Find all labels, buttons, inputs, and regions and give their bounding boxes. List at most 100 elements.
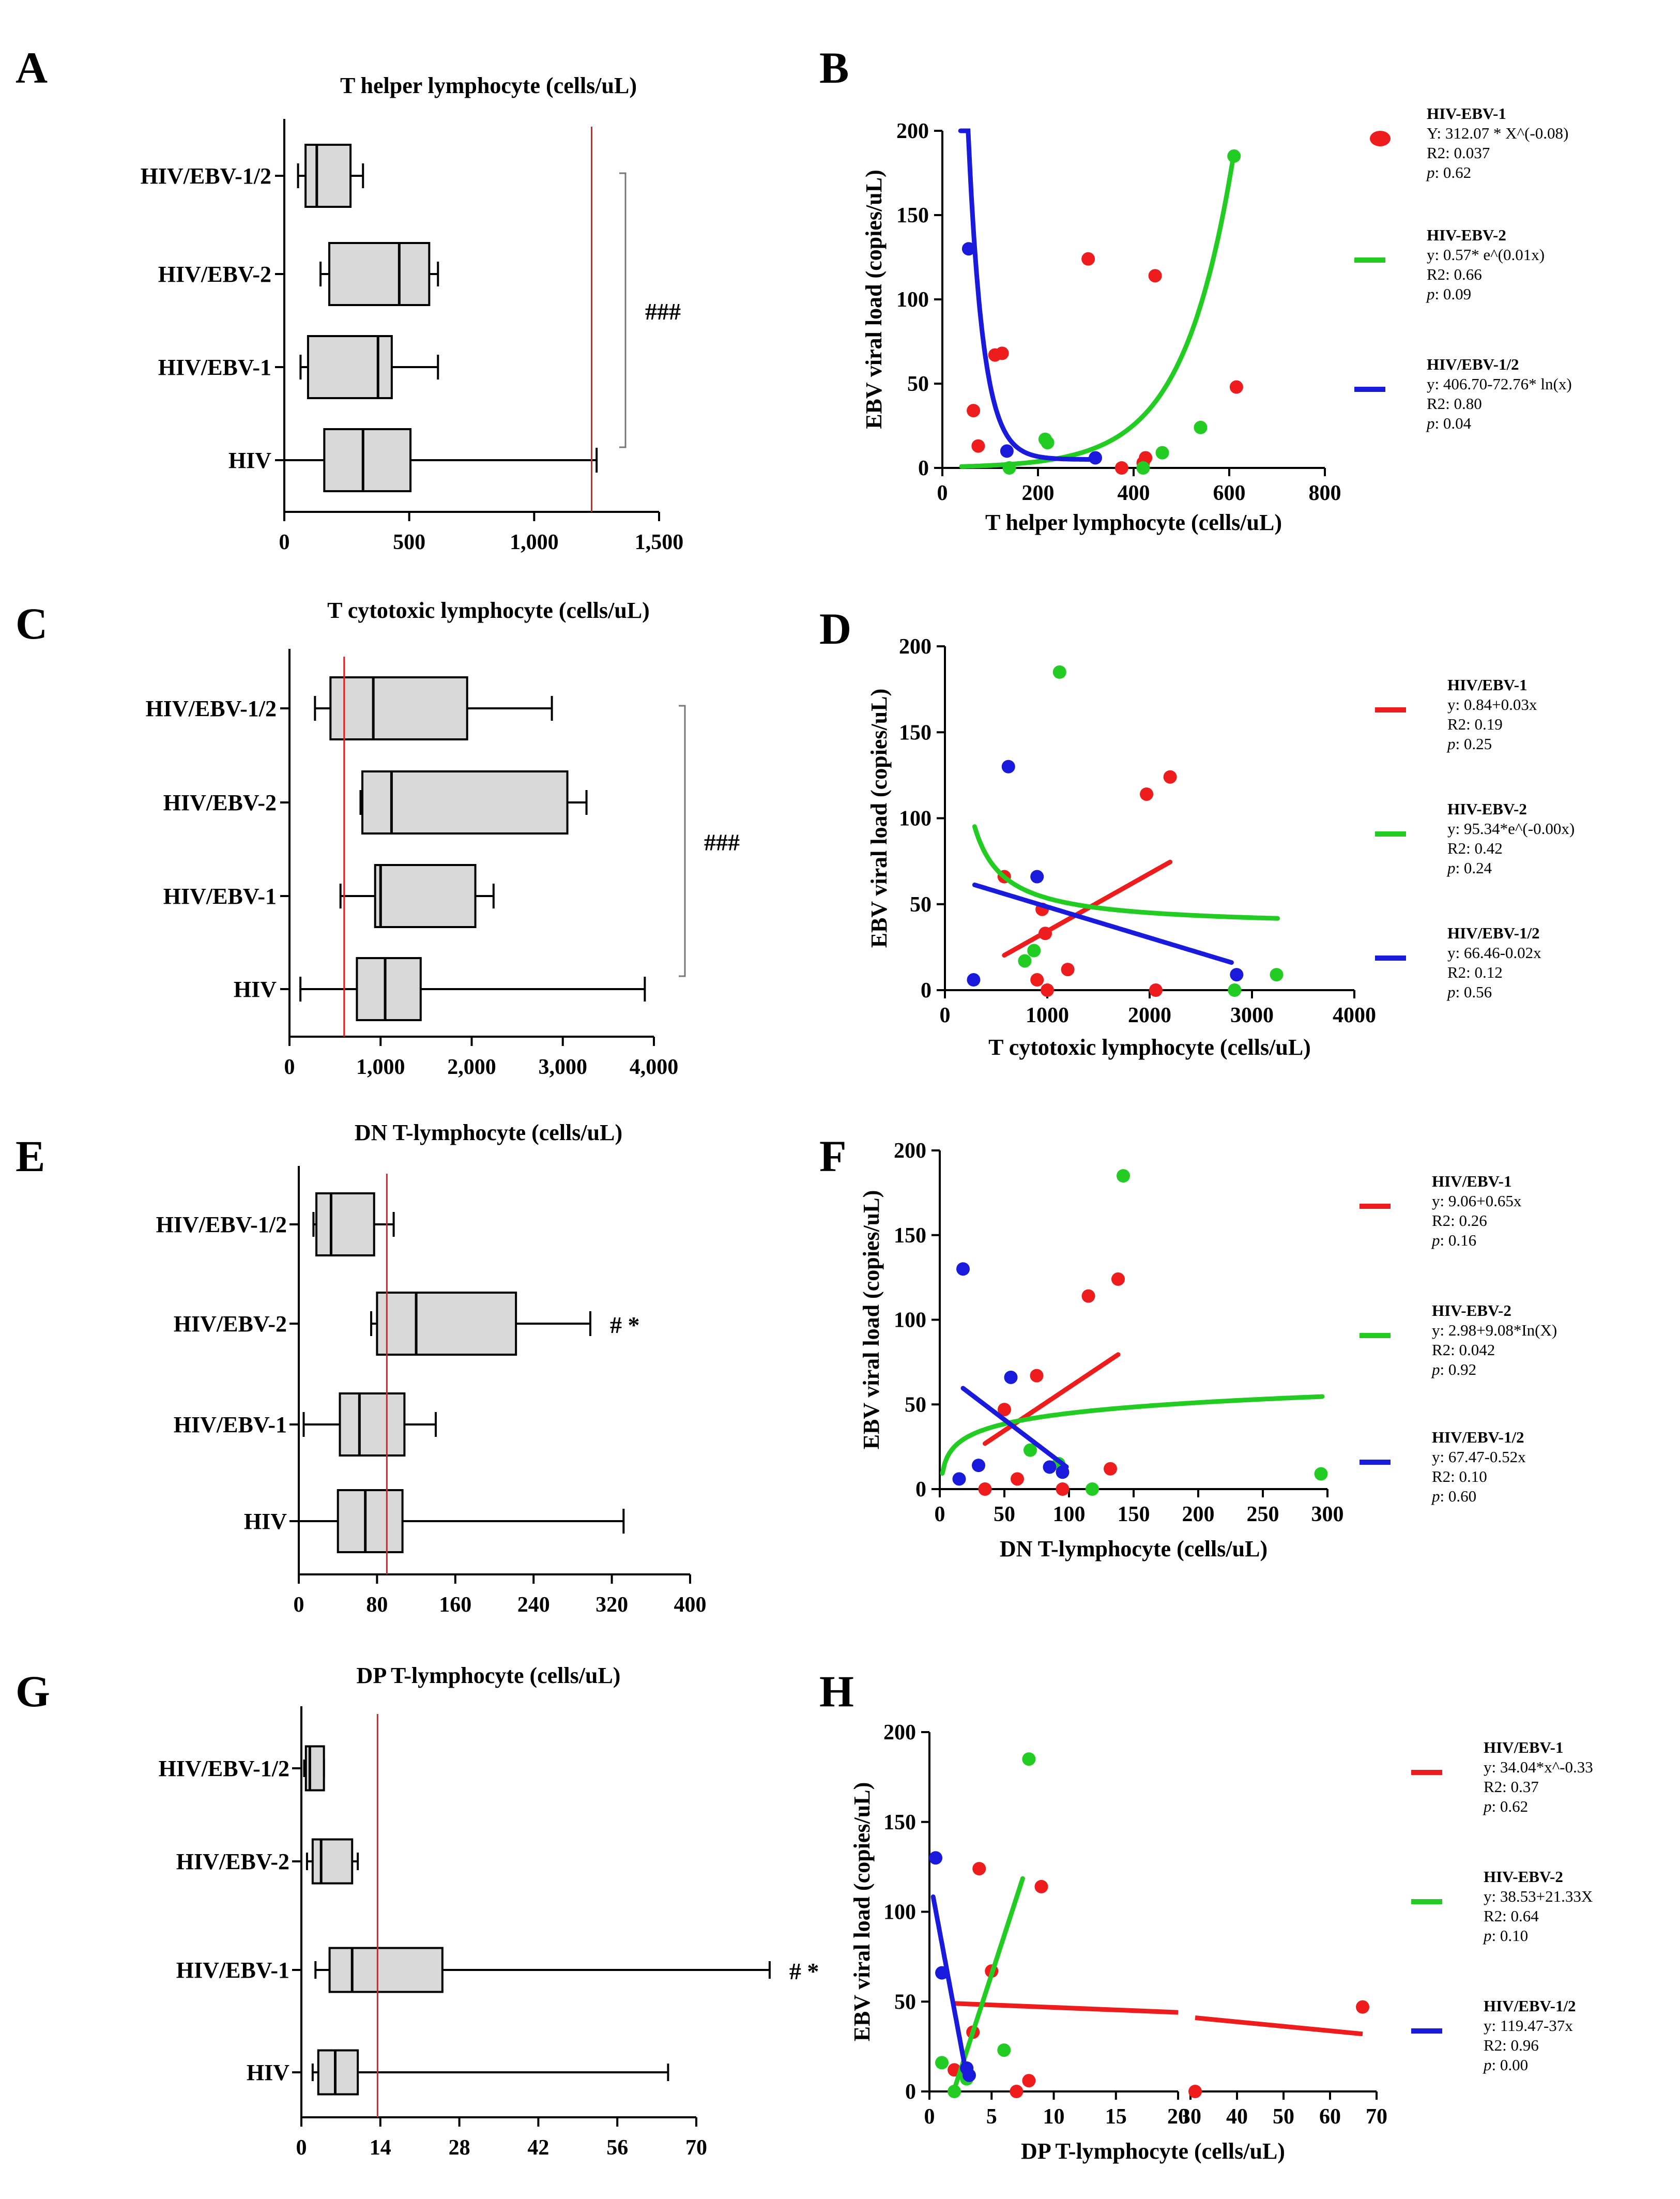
x-tick-label: 1,000 — [356, 1055, 405, 1079]
data-point — [1052, 665, 1066, 679]
data-point — [1030, 870, 1044, 884]
x-tick-label: 150 — [1118, 1503, 1150, 1526]
data-point — [935, 2056, 949, 2070]
y-axis-title: EBV viral load (copies/uL) — [861, 170, 887, 429]
legend-line: y: 9.06+0.65x — [1432, 1192, 1522, 1210]
x-tick-label: 240 — [517, 1593, 550, 1617]
data-point — [1104, 1462, 1117, 1476]
legend-line: y: 34.04*x^-0.33 — [1484, 1758, 1593, 1776]
legend-p-value: p: 0.62 — [1483, 1797, 1528, 1815]
boxplot-panel-A: A T helper lymphocyte (cells/uL) 0 500 1,000… — [16, 43, 683, 554]
y-tick-label: 150 — [896, 204, 929, 228]
legend-p-value: p: 0.92 — [1431, 1360, 1476, 1378]
data-point — [1056, 1465, 1070, 1479]
y-tick-label: 50 — [907, 372, 929, 396]
data-point — [1011, 1472, 1024, 1486]
data-point — [1038, 927, 1052, 941]
panel-title: T cytotoxic lymphocyte (cells/uL) — [327, 598, 650, 623]
y-tick-label: 50 — [910, 893, 931, 917]
iqr-box — [323, 428, 412, 492]
legend-line: y: 0.57* e^(0.01x) — [1427, 246, 1545, 264]
x-tick-label: 40 — [1226, 2105, 1248, 2129]
iqr-box — [317, 2049, 359, 2096]
legend-title: HIV-EBV-2 — [1484, 1868, 1563, 1886]
data-point — [1030, 973, 1044, 987]
x-tick-label: 250 — [1247, 1503, 1279, 1526]
data-point — [1081, 252, 1095, 266]
x-tick-label: 200 — [1022, 481, 1055, 505]
panel-letter: E — [16, 1131, 45, 1181]
iqr-box — [356, 957, 422, 1021]
legend-line: Y: 312.07 * X^(-0.08) — [1427, 124, 1568, 142]
legend-title: HIV-EBV-2 — [1427, 226, 1506, 244]
significance-bracket — [679, 705, 686, 977]
legend-title: HIV-EBV-1 — [1427, 104, 1506, 123]
data-point — [1148, 269, 1162, 283]
data-point — [972, 1459, 985, 1473]
x-tick-label: 2000 — [1128, 1004, 1171, 1027]
category-label: HIV/EBV-1 — [163, 884, 277, 909]
significance-bracket — [619, 172, 627, 448]
x-tick-label: 4,000 — [630, 1055, 679, 1079]
panel-title: T helper lymphocyte (cells/uL) — [340, 73, 637, 98]
legend-title: HIV/EBV-1 — [1432, 1172, 1511, 1190]
y-axis-title: EBV viral load (copies/uL) — [859, 1190, 884, 1450]
data-point — [1004, 1370, 1018, 1384]
fit-curve — [952, 1876, 1025, 2092]
y-tick-label: 100 — [894, 1309, 926, 1332]
significance-label: ### — [645, 298, 681, 325]
y-tick-label: 0 — [905, 2080, 916, 2104]
fit-curve — [983, 1352, 1121, 1446]
significance-label: # * — [789, 1958, 819, 1984]
category-label: HIV/EBV-1 — [176, 1958, 289, 1983]
x-tick-label: 0 — [924, 2105, 935, 2129]
y-tick-label: 100 — [896, 288, 929, 312]
legend-line: y: 406.70-72.76* ln(x) — [1427, 375, 1572, 393]
iqr-box — [376, 1292, 517, 1356]
category-label: HIV/EBV-2 — [174, 1311, 287, 1337]
fit-curve — [940, 1394, 1325, 1476]
x-tick-label: 1,000 — [510, 530, 559, 554]
x-tick-label: 400 — [1118, 481, 1150, 505]
y-tick-label: 200 — [883, 1721, 916, 1745]
x-tick-label: 1,500 — [635, 530, 684, 554]
panel-title: DN T-lymphocyte (cells/uL) — [355, 1120, 622, 1145]
data-point — [1041, 983, 1054, 997]
x-tick-label: 80 — [366, 1593, 388, 1617]
legend-line: R2: 0.37 — [1484, 1778, 1539, 1796]
x-tick-label: 200 — [1182, 1503, 1215, 1526]
category-label: HIV/EBV-2 — [158, 262, 271, 287]
x-axis-title: DN T-lymphocyte (cells/uL) — [1000, 1536, 1267, 1561]
data-point — [952, 1472, 966, 1486]
x-tick-label: 0 — [284, 1055, 295, 1079]
data-point — [1229, 380, 1243, 394]
x-tick-label: 30 — [1180, 2105, 1201, 2129]
data-point — [1140, 787, 1154, 801]
x-tick-label: 28 — [449, 2136, 470, 2160]
iqr-box — [328, 1947, 444, 1993]
legend-line: y: 66.46-0.02x — [1447, 944, 1541, 962]
x-tick-label: 0 — [296, 2136, 307, 2160]
legend-line: R2: 0.96 — [1484, 2036, 1539, 2054]
category-label: HIV/EBV-1 — [158, 355, 271, 380]
legend-title: HIV/EBV-1 — [1447, 676, 1527, 694]
legend-p-value: p: 0.62 — [1426, 163, 1471, 181]
boxplot-panel-G: G DP T-lymphocyte (cells/uL) 0 14 28 42 56 70 HI… — [16, 1663, 819, 2160]
fit-curve — [959, 149, 1236, 469]
data-point — [998, 1403, 1011, 1417]
panel-letter: H — [819, 1666, 854, 1716]
legend-line: R2: 0.19 — [1447, 715, 1503, 733]
x-tick-label: 20 — [1167, 2105, 1189, 2129]
y-tick-label: 150 — [894, 1224, 926, 1248]
data-point — [1001, 760, 1015, 774]
y-tick-label: 0 — [915, 1478, 926, 1502]
data-point — [1022, 2074, 1036, 2088]
data-point — [1002, 461, 1016, 475]
x-tick-label: 400 — [674, 1593, 707, 1617]
data-point — [967, 973, 981, 987]
iqr-box — [339, 1392, 406, 1457]
x-tick-label: 42 — [527, 2136, 549, 2160]
y-tick-label: 100 — [883, 1901, 916, 1924]
category-label: HIV — [247, 2060, 289, 2085]
data-point — [1227, 149, 1241, 163]
